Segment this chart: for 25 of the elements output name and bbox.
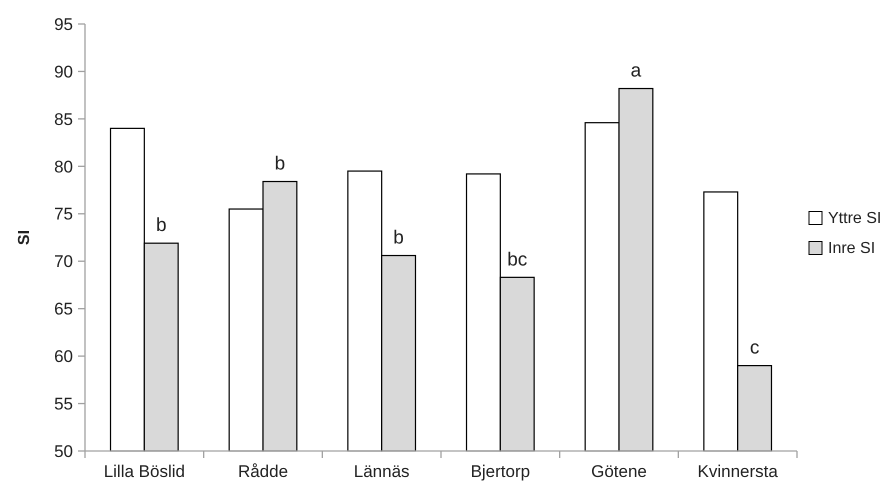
y-tick-label: 70 [54,252,73,272]
x-tick-label: Kvinnersta [698,462,778,481]
annotation: b [274,154,286,175]
legend-label: Inre SI [828,240,876,258]
y-tick-label: 65 [54,300,73,319]
y-axis-title: SI [16,230,33,246]
x-tick-label: Götene [591,462,647,481]
legend-label: Yttre SI [828,210,882,228]
annotation: b [393,228,404,249]
annotation: bc [507,249,528,270]
y-tick-label: 85 [54,110,73,129]
x-tick-label: Bjertorp [470,462,530,481]
annotation: b [156,215,167,236]
y-tick-label: 60 [54,347,73,366]
x-tick-label: Lännäs [354,462,410,481]
y-tick-label: 50 [54,442,73,461]
annotation: a [630,60,642,82]
y-tick-label: 90 [54,62,73,82]
x-tick-label: Rådde [238,462,288,481]
y-tick-label: 80 [54,157,73,176]
x-tick-label: Lilla Böslid [104,462,185,481]
annotation: c [750,338,760,359]
y-tick-label: 95 [54,14,73,34]
y-tick-label: 75 [54,204,73,224]
y-tick-label: 55 [54,394,73,414]
